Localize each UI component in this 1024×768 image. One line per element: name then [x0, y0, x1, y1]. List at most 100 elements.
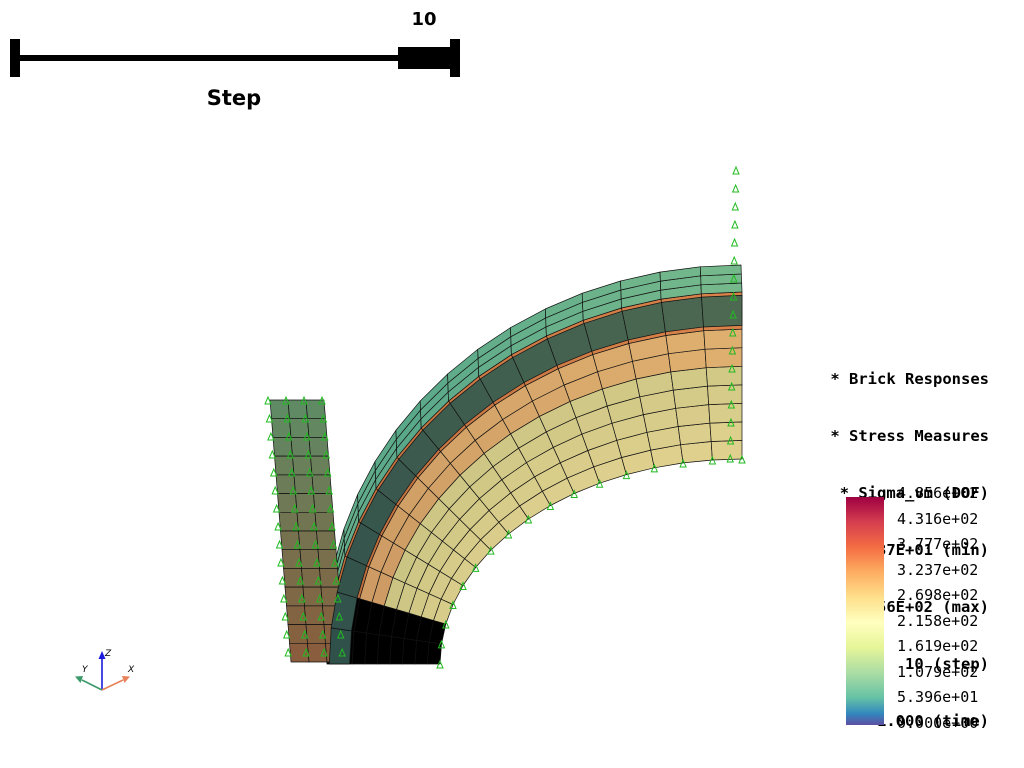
colorbar-label: 3.237e+02 [897, 560, 979, 579]
mesh-side-cell [274, 455, 295, 476]
mesh-side-cell [295, 493, 316, 513]
bc-marker-icon [334, 593, 342, 603]
info-line: 10 (step) [905, 655, 989, 673]
bc-marker-icon [313, 557, 321, 567]
bc-marker-icon [281, 611, 290, 621]
bc-marker-icon [301, 413, 310, 423]
bc-marker-icon [268, 449, 277, 459]
bc-marker-icon [321, 431, 329, 441]
bc-marker-icon [650, 463, 659, 473]
mesh-side-cell [278, 511, 299, 532]
bc-marker-icon [729, 327, 737, 337]
z-axis-label: Z [104, 649, 112, 659]
bc-marker-icon [317, 611, 326, 621]
bc-marker-icon [730, 255, 738, 265]
bc-marker-icon [288, 467, 296, 477]
bc-marker-icon [546, 501, 555, 511]
bc-marker-icon [730, 273, 738, 283]
slider-end-cap [450, 39, 460, 77]
mesh-top-cell [699, 264, 742, 277]
mesh-side-cell [292, 455, 313, 476]
colorbar-label: 3.777e+02 [897, 535, 979, 553]
mesh-side-cell [286, 605, 307, 625]
slider-handle[interactable] [398, 47, 453, 69]
bc-marker-icon [320, 647, 328, 657]
bc-marker-icon [284, 647, 292, 657]
mesh-face-cell [707, 384, 743, 405]
axes-triad-icon: Z Y X [75, 649, 135, 691]
bc-marker-icon [459, 581, 467, 591]
bc-marker-icon [311, 539, 320, 549]
colorbar-label: 4.316e+02 [897, 509, 979, 528]
mesh-side-cell [313, 493, 334, 513]
bc-marker-icon [338, 647, 346, 657]
bc-marker-icon [731, 201, 740, 211]
mesh-face-cell [703, 328, 743, 350]
colorbar-label: 1.079e+02 [897, 662, 979, 681]
mesh-face-cell [704, 347, 743, 369]
bc-marker-icon [306, 467, 314, 477]
mesh-side-cell [280, 530, 301, 551]
bc-marker-icon [727, 381, 736, 391]
bc-marker-icon [728, 363, 736, 373]
bc-marker-icon [331, 557, 339, 567]
bc-marker-icon [265, 413, 274, 423]
mesh-side-cell [293, 474, 314, 494]
mesh-face-cell [710, 440, 743, 461]
mesh-face-cell [389, 636, 405, 665]
x-axis-label: X [127, 665, 135, 675]
bc-marker-icon [300, 395, 308, 405]
mesh-face-cell [677, 422, 712, 446]
colorbar-label: 5.396e+01 [897, 688, 979, 706]
bc-marker-icon [275, 539, 284, 549]
mesh-side-cell [311, 474, 332, 494]
bc-marker-icon [329, 539, 338, 549]
x-axis-line [101, 679, 124, 691]
bc-marker-icon [314, 575, 323, 585]
colorbar-label: 1.619e+02 [897, 637, 979, 655]
mesh-face-cell [364, 632, 380, 665]
mesh-side-cell [307, 642, 328, 663]
bc-marker-icon [298, 593, 306, 603]
slider-track[interactable] [14, 55, 458, 61]
bc-marker-icon [570, 489, 578, 499]
slider-title: Step [206, 86, 262, 110]
bc-marker-icon [726, 435, 735, 445]
bc-marker-icon [336, 629, 345, 639]
mesh-shadow-cell [701, 294, 743, 328]
info-line: * Stress Measures [830, 427, 989, 445]
mesh-side-cell [316, 530, 337, 551]
y-axis-label: Y [82, 665, 89, 675]
bc-marker-icon [264, 395, 272, 405]
mesh-face-cell [680, 441, 713, 464]
mesh-face-cell [401, 638, 417, 665]
bc-marker-icon [302, 647, 310, 657]
bc-marker-icon [726, 453, 734, 463]
mesh-side-cell [287, 624, 308, 644]
bc-marker-icon [283, 413, 292, 423]
bc-marker-icon [504, 529, 513, 539]
bc-marker-icon [308, 503, 317, 513]
colorbar-labels: 4.856e+02 4.316e+02 3.777e+02 3.237e+02 … [897, 484, 1007, 734]
mesh-side-cell [304, 605, 325, 625]
bc-marker-icon [325, 485, 333, 495]
colorbar-label: 4.856e+02 [897, 484, 979, 502]
bc-marker-icon [285, 431, 293, 441]
bc-marker-icon [595, 478, 604, 488]
mesh-face-cell [705, 365, 743, 387]
bc-marker-icon [471, 563, 480, 572]
bc-marker-icon [271, 485, 279, 495]
bc-marker-icon [296, 575, 305, 585]
mesh-side-cell [305, 624, 326, 644]
bc-marker-icon [270, 467, 278, 477]
bc-marker-icon [295, 557, 303, 567]
y-axis-arrow-icon [75, 676, 83, 683]
step-slider[interactable]: 10 Step [0, 0, 480, 120]
mesh-side-cell [275, 474, 296, 494]
bc-marker-icon [289, 485, 297, 495]
bc-marker-icon [304, 449, 313, 459]
mesh-shadow-cell [661, 296, 704, 333]
bc-marker-icon [728, 345, 737, 355]
bc-marker-icon [300, 629, 309, 639]
